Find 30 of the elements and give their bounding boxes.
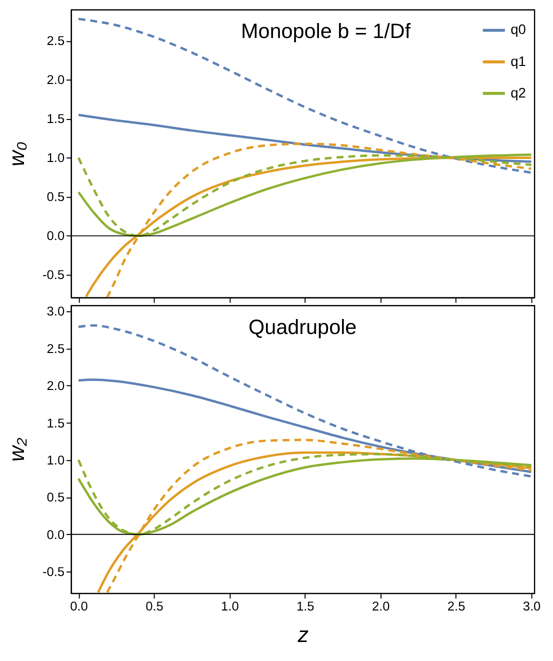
legend-label: q0 xyxy=(510,22,526,38)
x-tick-label: 3.0 xyxy=(522,598,541,614)
legend-label: q1 xyxy=(510,54,526,69)
y-axis-title: w₂ xyxy=(4,437,29,462)
y-tick-label: 1.5 xyxy=(46,415,65,430)
x-tick-label: 1.0 xyxy=(221,598,239,614)
x-axis-title: z xyxy=(296,622,309,647)
y-tick-label: -0.5 xyxy=(42,267,65,282)
y-tick-label: 0.0 xyxy=(46,526,65,542)
y-axis-title: w₀ xyxy=(4,142,29,166)
y-tick-label: 2.5 xyxy=(46,33,65,48)
x-tick-label: 2.5 xyxy=(447,598,466,614)
annotation: Monopole b = 1/Df xyxy=(240,20,411,44)
y-tick-label: 0.5 xyxy=(46,490,65,505)
x-tick-label: 1.5 xyxy=(296,598,314,614)
y-tick-label: 2.5 xyxy=(46,340,65,356)
x-tick-label: 2.0 xyxy=(372,598,390,614)
x-tick-label: 0.0 xyxy=(70,598,88,614)
y-tick-label: 0.5 xyxy=(46,189,65,204)
y-tick-label: 0.0 xyxy=(46,228,65,244)
x-tick-label: 0.5 xyxy=(146,598,164,614)
y-tick-label: 1.5 xyxy=(46,111,65,126)
y-tick-label: -0.5 xyxy=(42,564,65,580)
y-tick-label: 2.0 xyxy=(46,72,65,88)
y-tick-label: 2.0 xyxy=(46,378,65,394)
y-tick-label: 3.0 xyxy=(46,304,65,319)
legend-label: q2 xyxy=(510,85,526,100)
annotation: Quadrupole xyxy=(248,316,357,339)
y-tick-label: 1.0 xyxy=(46,150,65,166)
y-tick-label: 1.0 xyxy=(46,452,65,468)
